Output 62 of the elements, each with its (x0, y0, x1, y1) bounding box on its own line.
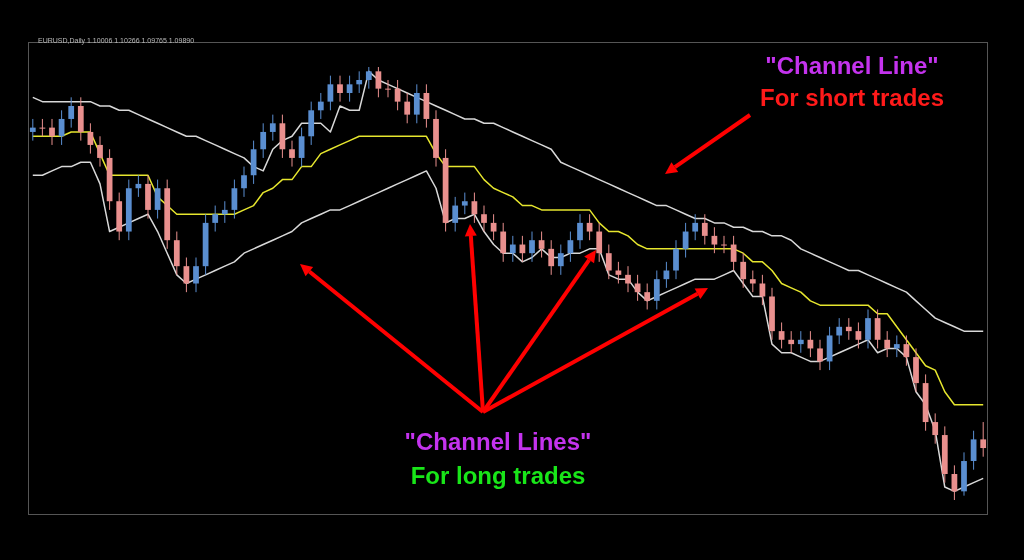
candlestick (356, 70, 363, 94)
candlestick (788, 330, 795, 354)
candlestick (289, 140, 295, 168)
candlestick (481, 205, 487, 233)
candlestick (221, 200, 228, 224)
candlestick (855, 321, 862, 349)
candlestick (673, 239, 679, 280)
candlestick (260, 122, 267, 159)
candlestick (337, 75, 343, 103)
candlestick (212, 205, 219, 233)
candlestick (884, 330, 891, 358)
candlestick (797, 330, 804, 354)
candlestick (596, 222, 603, 263)
candlestick (980, 421, 987, 458)
annotation: For long trades (410, 462, 586, 490)
candlestick (29, 118, 36, 142)
candlestick (740, 252, 747, 289)
candlestick (452, 196, 459, 233)
candlestick (721, 235, 727, 254)
candlestick (653, 270, 660, 310)
candlestick (413, 83, 420, 124)
candlestick (749, 270, 756, 293)
candlestick (817, 339, 823, 371)
candlestick (711, 226, 718, 254)
candlestick (644, 283, 651, 310)
candlestick (529, 231, 535, 263)
candlestick (836, 317, 843, 345)
candlestick (509, 235, 516, 263)
candlestick (68, 96, 75, 129)
annotation: For short trades (759, 84, 945, 112)
candlestick (701, 213, 708, 246)
candlestick (548, 239, 555, 276)
candlestick (327, 75, 334, 111)
candlestick (538, 231, 545, 259)
candlestick (385, 79, 391, 98)
annotation: "Channel Line" (765, 52, 939, 80)
candlestick (778, 321, 785, 349)
candlestick (375, 66, 382, 98)
candlestick (183, 257, 190, 293)
candlestick (461, 192, 468, 215)
candlestick (500, 222, 507, 263)
candlestick (586, 213, 593, 241)
candlestick (557, 244, 564, 276)
candlestick (577, 213, 583, 250)
annotation: "Channel Lines" (404, 428, 592, 456)
candlestick (365, 66, 372, 90)
candlestick (932, 412, 939, 445)
candlestick (269, 114, 276, 142)
candlestick (692, 213, 699, 241)
candlestick (490, 213, 497, 241)
candlestick (97, 135, 103, 168)
candlestick (241, 166, 247, 198)
candlestick (49, 118, 55, 146)
candlestick (346, 75, 353, 103)
candlestick (317, 92, 324, 120)
candlestick (893, 334, 900, 358)
candlestick (625, 265, 631, 293)
candlestick (193, 257, 199, 293)
candlestick (865, 308, 871, 349)
candlestick (845, 317, 852, 341)
candlestick (605, 244, 612, 280)
candlestick (404, 92, 411, 124)
